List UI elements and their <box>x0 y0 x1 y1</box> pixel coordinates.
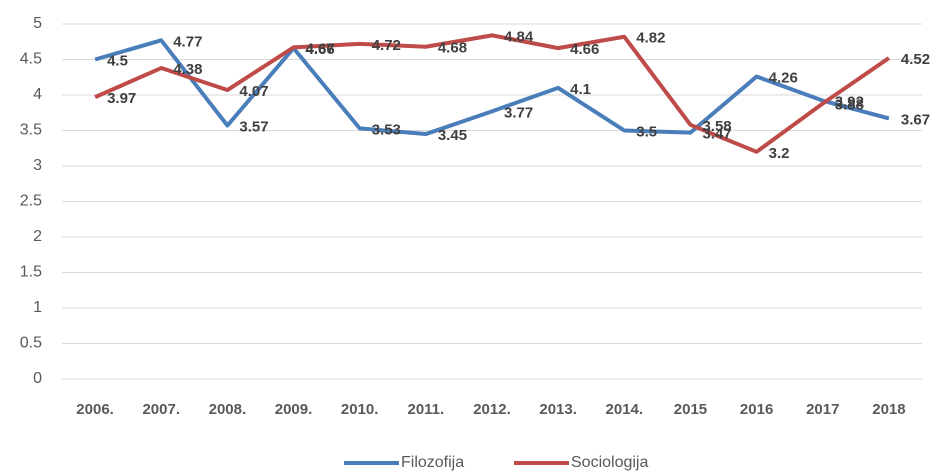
data-label: 4.38 <box>173 61 202 78</box>
data-label: 4.5 <box>107 52 128 69</box>
x-tick-label: 2013. <box>539 401 577 418</box>
x-tick-label: 2015 <box>674 401 707 418</box>
x-tick-label: 2017 <box>806 401 839 418</box>
y-tick-label: 3 <box>33 157 42 174</box>
data-label: 3.88 <box>835 96 864 113</box>
x-tick-label: 2014. <box>606 401 644 418</box>
data-label: 3.58 <box>702 118 731 135</box>
data-label: 4.07 <box>239 83 268 100</box>
y-tick-label: 0.5 <box>20 335 42 352</box>
x-tick-label: 2006. <box>76 401 114 418</box>
data-label: 4.68 <box>438 40 467 57</box>
x-tick-label: 2010. <box>341 401 379 418</box>
data-label: 3.92 <box>835 94 864 111</box>
data-label: 3.77 <box>504 104 533 121</box>
y-tick-label: 1 <box>33 299 42 316</box>
data-label: 4.66 <box>306 41 335 58</box>
x-tick-label: 2016 <box>740 401 773 418</box>
y-tick-label: 2.5 <box>20 193 42 210</box>
data-label: 3.45 <box>438 127 467 144</box>
data-label: 3.67 <box>901 111 930 128</box>
data-label: 4.26 <box>769 70 798 87</box>
y-tick-label: 4 <box>33 86 42 103</box>
y-tick-label: 0 <box>33 370 42 387</box>
data-label: 4.52 <box>901 51 930 68</box>
legend-label: Filozofija <box>401 454 464 471</box>
y-tick-label: 3.5 <box>20 122 42 139</box>
y-tick-label: 5 <box>33 15 42 32</box>
x-tick-label: 2012. <box>473 401 511 418</box>
series-line <box>94 33 891 154</box>
data-label: 4.72 <box>372 37 401 54</box>
y-tick-label: 1.5 <box>20 264 42 281</box>
data-label: 4.1 <box>570 81 591 98</box>
data-label: 3.57 <box>239 118 268 135</box>
x-tick-label: 2009. <box>275 401 313 418</box>
y-tick-label: 4.5 <box>20 51 42 68</box>
legend-label: Sociologija <box>571 454 648 471</box>
data-label: 3.97 <box>107 90 136 107</box>
data-label: 3.47 <box>702 126 731 143</box>
series-line <box>94 38 890 137</box>
data-label: 4.82 <box>636 30 665 47</box>
data-label: 4.84 <box>504 28 534 45</box>
data-label: 3.5 <box>636 123 657 140</box>
data-label: 4.66 <box>570 41 599 58</box>
data-label: 3.2 <box>769 145 790 162</box>
data-label: 4.67 <box>306 40 335 57</box>
y-tick-label: 2 <box>33 228 42 245</box>
x-tick-label: 2008. <box>209 401 247 418</box>
x-tick-label: 2007. <box>142 401 180 418</box>
x-tick-label: 2011. <box>407 401 444 418</box>
data-label: 4.77 <box>173 33 202 50</box>
x-tick-label: 2018 <box>872 401 905 418</box>
data-label: 3.53 <box>372 121 401 138</box>
